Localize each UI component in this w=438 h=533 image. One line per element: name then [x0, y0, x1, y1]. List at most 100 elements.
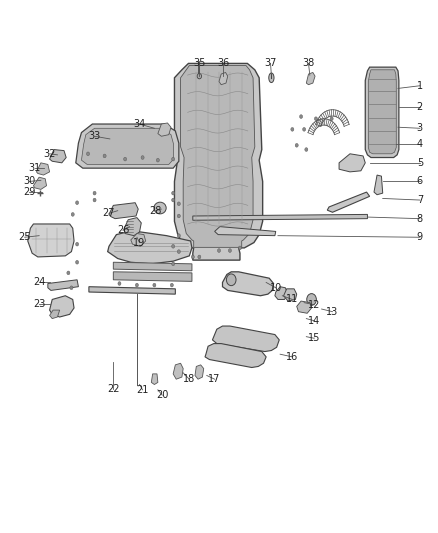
Polygon shape	[131, 233, 146, 246]
Ellipse shape	[295, 143, 298, 147]
Polygon shape	[108, 232, 192, 264]
Text: 31: 31	[28, 163, 41, 173]
Polygon shape	[49, 150, 66, 163]
Ellipse shape	[70, 286, 73, 289]
Polygon shape	[151, 374, 158, 384]
Ellipse shape	[177, 250, 180, 254]
Text: 1: 1	[417, 81, 423, 91]
Ellipse shape	[153, 283, 156, 287]
Ellipse shape	[76, 261, 79, 264]
Polygon shape	[215, 227, 276, 236]
Polygon shape	[28, 224, 74, 257]
Polygon shape	[205, 344, 266, 368]
Polygon shape	[193, 214, 367, 220]
Ellipse shape	[269, 73, 274, 83]
Text: 34: 34	[134, 119, 146, 129]
Text: 6: 6	[417, 176, 423, 187]
Polygon shape	[49, 296, 74, 317]
Polygon shape	[109, 203, 138, 219]
Ellipse shape	[226, 274, 236, 286]
Polygon shape	[174, 63, 263, 260]
Ellipse shape	[177, 234, 180, 238]
Polygon shape	[223, 272, 274, 296]
Text: 23: 23	[33, 298, 45, 309]
Ellipse shape	[135, 283, 138, 287]
Polygon shape	[113, 262, 192, 271]
Text: 18: 18	[183, 374, 195, 384]
Ellipse shape	[303, 127, 306, 131]
Polygon shape	[33, 177, 46, 189]
Polygon shape	[297, 301, 311, 313]
Ellipse shape	[300, 115, 303, 118]
Text: 37: 37	[264, 59, 277, 68]
Text: 38: 38	[302, 59, 314, 68]
Polygon shape	[275, 287, 288, 300]
Ellipse shape	[76, 243, 79, 246]
Text: 12: 12	[308, 300, 320, 310]
Ellipse shape	[228, 249, 231, 253]
Text: 8: 8	[417, 214, 423, 224]
Ellipse shape	[67, 271, 70, 274]
Ellipse shape	[172, 157, 175, 161]
Text: 25: 25	[18, 232, 31, 243]
Ellipse shape	[177, 214, 180, 218]
Text: 29: 29	[23, 187, 35, 197]
Polygon shape	[76, 124, 179, 168]
Text: 21: 21	[136, 385, 149, 395]
Polygon shape	[158, 123, 171, 136]
Ellipse shape	[238, 246, 241, 250]
Ellipse shape	[93, 191, 96, 195]
Ellipse shape	[172, 245, 175, 248]
Ellipse shape	[314, 117, 318, 120]
Polygon shape	[306, 72, 315, 85]
Ellipse shape	[291, 127, 294, 131]
Polygon shape	[195, 365, 204, 379]
Text: 16: 16	[286, 352, 298, 362]
Text: 2: 2	[417, 102, 423, 112]
Polygon shape	[365, 67, 399, 158]
Ellipse shape	[218, 249, 220, 253]
Text: 27: 27	[103, 208, 115, 219]
Text: 3: 3	[417, 123, 423, 133]
Text: 9: 9	[417, 232, 423, 243]
Ellipse shape	[71, 213, 74, 216]
Polygon shape	[113, 272, 192, 281]
Polygon shape	[173, 364, 183, 379]
Ellipse shape	[191, 255, 194, 259]
Polygon shape	[284, 289, 297, 301]
Text: 11: 11	[286, 294, 298, 304]
Polygon shape	[219, 72, 228, 85]
Ellipse shape	[198, 255, 201, 259]
Ellipse shape	[156, 158, 159, 162]
Ellipse shape	[103, 154, 106, 158]
Text: 36: 36	[217, 59, 230, 68]
Ellipse shape	[172, 198, 175, 202]
Ellipse shape	[141, 156, 144, 159]
Ellipse shape	[197, 74, 201, 79]
Ellipse shape	[177, 202, 180, 206]
Text: 17: 17	[208, 374, 221, 384]
Ellipse shape	[118, 281, 121, 285]
Polygon shape	[212, 326, 279, 352]
Ellipse shape	[154, 202, 166, 214]
Polygon shape	[49, 310, 60, 319]
Ellipse shape	[305, 148, 308, 151]
Text: 22: 22	[107, 384, 120, 394]
Text: 26: 26	[117, 225, 129, 236]
Ellipse shape	[170, 283, 173, 287]
Text: 32: 32	[43, 149, 56, 159]
Ellipse shape	[330, 117, 333, 120]
Polygon shape	[327, 192, 370, 212]
Polygon shape	[36, 163, 49, 175]
Ellipse shape	[76, 201, 79, 205]
Text: 20: 20	[156, 390, 169, 400]
Ellipse shape	[172, 191, 175, 195]
Text: 19: 19	[134, 238, 146, 247]
Text: 15: 15	[308, 333, 320, 343]
Ellipse shape	[124, 157, 127, 161]
Polygon shape	[368, 70, 396, 154]
Polygon shape	[48, 280, 78, 290]
Text: 13: 13	[326, 306, 339, 317]
Text: 33: 33	[88, 131, 101, 141]
Text: 4: 4	[417, 139, 423, 149]
